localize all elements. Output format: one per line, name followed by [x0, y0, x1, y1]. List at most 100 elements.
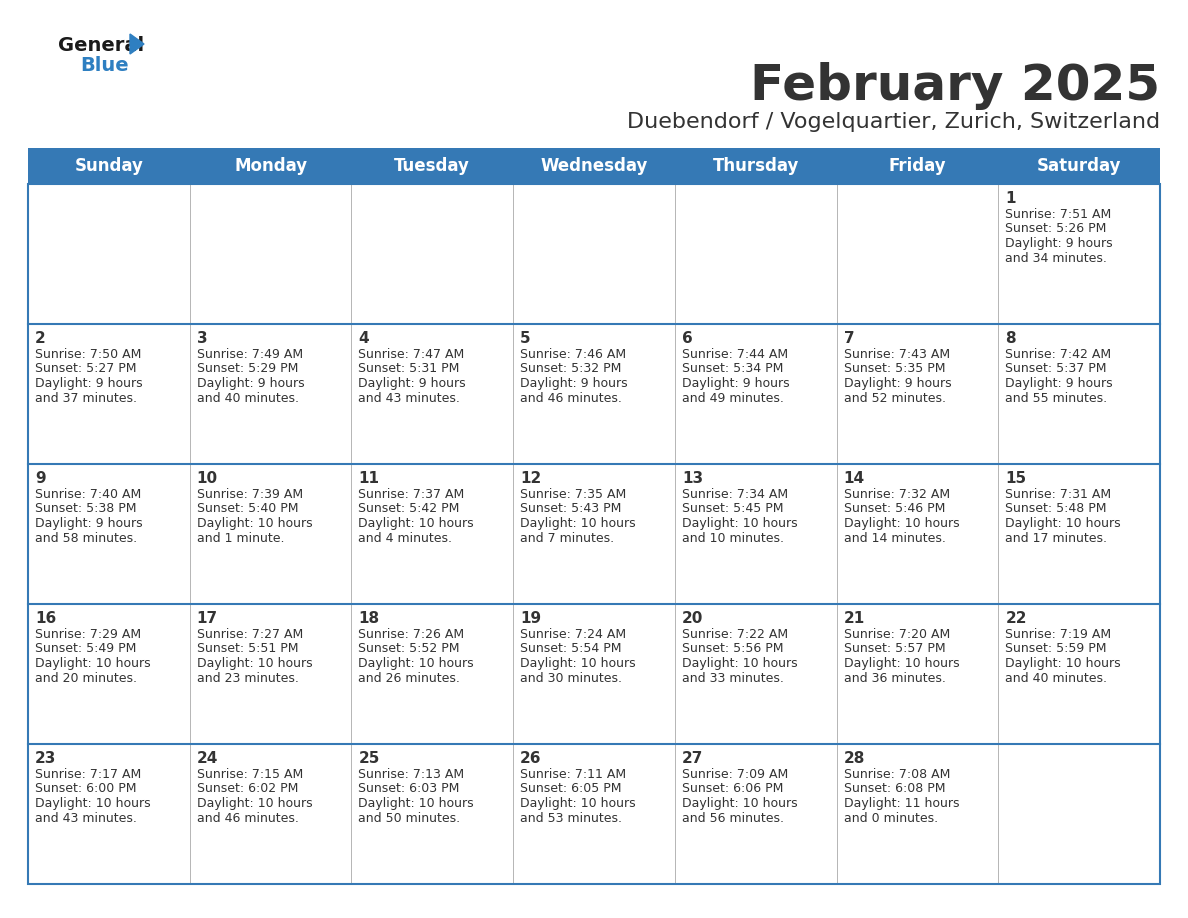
Bar: [675, 604, 836, 744]
Text: Sunset: 5:54 PM: Sunset: 5:54 PM: [520, 643, 621, 655]
Text: 7: 7: [843, 331, 854, 346]
Text: Daylight: 10 hours: Daylight: 10 hours: [1005, 517, 1121, 530]
Text: Daylight: 9 hours: Daylight: 9 hours: [34, 517, 143, 530]
Text: and 46 minutes.: and 46 minutes.: [520, 391, 623, 405]
Text: Sunrise: 7:11 AM: Sunrise: 7:11 AM: [520, 768, 626, 781]
Text: Sunrise: 7:09 AM: Sunrise: 7:09 AM: [682, 768, 788, 781]
Text: Sunset: 5:29 PM: Sunset: 5:29 PM: [197, 363, 298, 375]
Text: and 14 minutes.: and 14 minutes.: [843, 532, 946, 544]
Bar: [352, 324, 513, 464]
Text: Sunrise: 7:27 AM: Sunrise: 7:27 AM: [197, 628, 303, 641]
Text: and 37 minutes.: and 37 minutes.: [34, 391, 137, 405]
Text: 28: 28: [843, 751, 865, 766]
Text: and 23 minutes.: and 23 minutes.: [197, 671, 298, 685]
Text: and 4 minutes.: and 4 minutes.: [359, 532, 453, 544]
Text: Sunset: 5:26 PM: Sunset: 5:26 PM: [1005, 222, 1107, 236]
Text: Daylight: 10 hours: Daylight: 10 hours: [843, 517, 959, 530]
Text: Blue: Blue: [80, 56, 128, 75]
Text: Sunrise: 7:26 AM: Sunrise: 7:26 AM: [359, 628, 465, 641]
Text: 18: 18: [359, 611, 379, 626]
Bar: [29, 464, 190, 604]
Bar: [513, 604, 675, 744]
Bar: [513, 464, 675, 604]
Text: Sunrise: 7:50 AM: Sunrise: 7:50 AM: [34, 348, 141, 361]
Text: and 33 minutes.: and 33 minutes.: [682, 671, 784, 685]
Bar: [998, 464, 1159, 604]
Text: Sunrise: 7:20 AM: Sunrise: 7:20 AM: [843, 628, 950, 641]
Text: Sunset: 5:49 PM: Sunset: 5:49 PM: [34, 643, 137, 655]
Text: Sunset: 6:03 PM: Sunset: 6:03 PM: [359, 782, 460, 796]
Text: Sunrise: 7:17 AM: Sunrise: 7:17 AM: [34, 768, 141, 781]
Text: and 46 minutes.: and 46 minutes.: [197, 812, 298, 824]
Text: Daylight: 11 hours: Daylight: 11 hours: [843, 797, 959, 810]
Text: Sunset: 6:05 PM: Sunset: 6:05 PM: [520, 782, 621, 796]
Text: Daylight: 10 hours: Daylight: 10 hours: [34, 657, 151, 670]
Text: and 49 minutes.: and 49 minutes.: [682, 391, 784, 405]
Text: Sunset: 5:43 PM: Sunset: 5:43 PM: [520, 502, 621, 516]
Text: Daylight: 9 hours: Daylight: 9 hours: [359, 377, 466, 390]
Text: 15: 15: [1005, 471, 1026, 486]
Text: 20: 20: [682, 611, 703, 626]
Bar: [998, 604, 1159, 744]
Text: Sunset: 5:56 PM: Sunset: 5:56 PM: [682, 643, 783, 655]
Text: Sunset: 5:35 PM: Sunset: 5:35 PM: [843, 363, 946, 375]
Text: Sunset: 6:06 PM: Sunset: 6:06 PM: [682, 782, 783, 796]
Text: Sunrise: 7:42 AM: Sunrise: 7:42 AM: [1005, 348, 1112, 361]
Bar: [29, 184, 190, 324]
Bar: [190, 324, 352, 464]
Text: and 40 minutes.: and 40 minutes.: [197, 391, 298, 405]
Text: Daylight: 10 hours: Daylight: 10 hours: [520, 797, 636, 810]
Text: and 50 minutes.: and 50 minutes.: [359, 812, 461, 824]
Text: Sunset: 5:42 PM: Sunset: 5:42 PM: [359, 502, 460, 516]
Text: Saturday: Saturday: [1037, 157, 1121, 175]
Text: 26: 26: [520, 751, 542, 766]
Text: and 20 minutes.: and 20 minutes.: [34, 671, 137, 685]
Text: Sunset: 5:52 PM: Sunset: 5:52 PM: [359, 643, 460, 655]
Text: 4: 4: [359, 331, 369, 346]
Text: 13: 13: [682, 471, 703, 486]
Text: 16: 16: [34, 611, 56, 626]
Text: Sunset: 5:32 PM: Sunset: 5:32 PM: [520, 363, 621, 375]
Text: Daylight: 10 hours: Daylight: 10 hours: [843, 657, 959, 670]
Text: and 58 minutes.: and 58 minutes.: [34, 532, 137, 544]
Text: Sunrise: 7:15 AM: Sunrise: 7:15 AM: [197, 768, 303, 781]
Text: Daylight: 9 hours: Daylight: 9 hours: [520, 377, 627, 390]
Text: Daylight: 9 hours: Daylight: 9 hours: [197, 377, 304, 390]
Text: and 1 minute.: and 1 minute.: [197, 532, 284, 544]
Text: Sunset: 6:08 PM: Sunset: 6:08 PM: [843, 782, 946, 796]
Text: Daylight: 10 hours: Daylight: 10 hours: [682, 517, 797, 530]
Text: and 26 minutes.: and 26 minutes.: [359, 671, 460, 685]
Text: 9: 9: [34, 471, 45, 486]
Text: Sunset: 6:02 PM: Sunset: 6:02 PM: [197, 782, 298, 796]
Text: and 55 minutes.: and 55 minutes.: [1005, 391, 1107, 405]
Text: and 0 minutes.: and 0 minutes.: [843, 812, 937, 824]
Text: and 7 minutes.: and 7 minutes.: [520, 532, 614, 544]
Text: Sunrise: 7:51 AM: Sunrise: 7:51 AM: [1005, 208, 1112, 221]
Text: Sunrise: 7:39 AM: Sunrise: 7:39 AM: [197, 488, 303, 501]
Bar: [29, 744, 190, 884]
Text: Daylight: 9 hours: Daylight: 9 hours: [1005, 237, 1113, 250]
Text: Sunday: Sunday: [75, 157, 144, 175]
Bar: [675, 744, 836, 884]
Text: Sunrise: 7:31 AM: Sunrise: 7:31 AM: [1005, 488, 1112, 501]
Bar: [29, 184, 1159, 884]
Text: Daylight: 10 hours: Daylight: 10 hours: [359, 797, 474, 810]
Text: General: General: [58, 36, 144, 55]
Text: Daylight: 10 hours: Daylight: 10 hours: [197, 797, 312, 810]
Text: Sunset: 5:45 PM: Sunset: 5:45 PM: [682, 502, 783, 516]
Bar: [352, 184, 513, 324]
Text: Sunrise: 7:47 AM: Sunrise: 7:47 AM: [359, 348, 465, 361]
Text: 24: 24: [197, 751, 219, 766]
Text: Sunrise: 7:40 AM: Sunrise: 7:40 AM: [34, 488, 141, 501]
Text: and 10 minutes.: and 10 minutes.: [682, 532, 784, 544]
Text: 27: 27: [682, 751, 703, 766]
Text: and 36 minutes.: and 36 minutes.: [843, 671, 946, 685]
Text: February 2025: February 2025: [750, 62, 1159, 110]
Bar: [352, 464, 513, 604]
Text: Daylight: 10 hours: Daylight: 10 hours: [682, 797, 797, 810]
Text: Tuesday: Tuesday: [394, 157, 470, 175]
Text: Sunset: 5:34 PM: Sunset: 5:34 PM: [682, 363, 783, 375]
Text: Daylight: 9 hours: Daylight: 9 hours: [843, 377, 952, 390]
Text: Sunset: 5:46 PM: Sunset: 5:46 PM: [843, 502, 944, 516]
Text: 3: 3: [197, 331, 208, 346]
